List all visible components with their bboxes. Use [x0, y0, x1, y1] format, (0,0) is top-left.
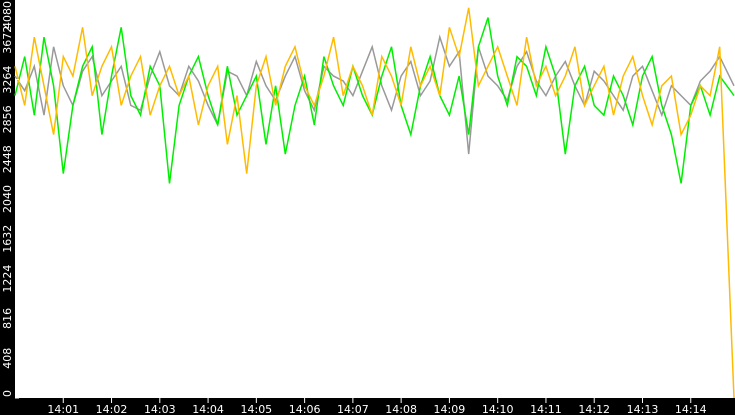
x-axis: 14:01 14:02 14:03 14:04 14:05 14:06 14:07 14:08… [47, 398, 707, 415]
x-tick-label: 14:11 [530, 403, 562, 415]
x-tick-label: 14:05 [240, 403, 272, 415]
x-tick-label: 14:12 [578, 403, 610, 415]
x-axis-band [0, 398, 735, 415]
x-tick-label: 14:01 [47, 403, 79, 415]
y-tick-label: 2040 [1, 185, 14, 213]
y-axis-band [0, 0, 15, 415]
x-tick-label: 14:10 [482, 403, 514, 415]
x-tick-label: 14:14 [675, 403, 707, 415]
x-tick-label: 14:06 [289, 403, 321, 415]
series-layer [14, 7, 735, 399]
y-tick-label: 3672 [1, 26, 14, 54]
y-tick-label: 816 [1, 308, 14, 329]
series-line-2 [14, 7, 735, 399]
y-tick-label: 1632 [1, 225, 14, 253]
x-tick-label: 14:02 [96, 403, 128, 415]
x-tick-label: 14:07 [337, 403, 369, 415]
x-tick-label: 14:03 [144, 403, 176, 415]
y-tick-label: 1224 [1, 265, 14, 293]
x-tick-label: 14:09 [434, 403, 466, 415]
x-tick-label: 14:13 [627, 403, 659, 415]
series-line-0 [14, 34, 735, 155]
y-tick-label: 2448 [1, 145, 14, 173]
y-tick-label: 3264 [1, 66, 14, 94]
x-tick-label: 14:08 [385, 403, 417, 415]
y-tick-label: 4080 [1, 1, 14, 29]
y-tick-label: 0 [1, 390, 14, 397]
y-tick-label: 2856 [1, 105, 14, 133]
y-tick-label: 408 [1, 348, 14, 369]
x-tick-label: 14:04 [192, 403, 224, 415]
